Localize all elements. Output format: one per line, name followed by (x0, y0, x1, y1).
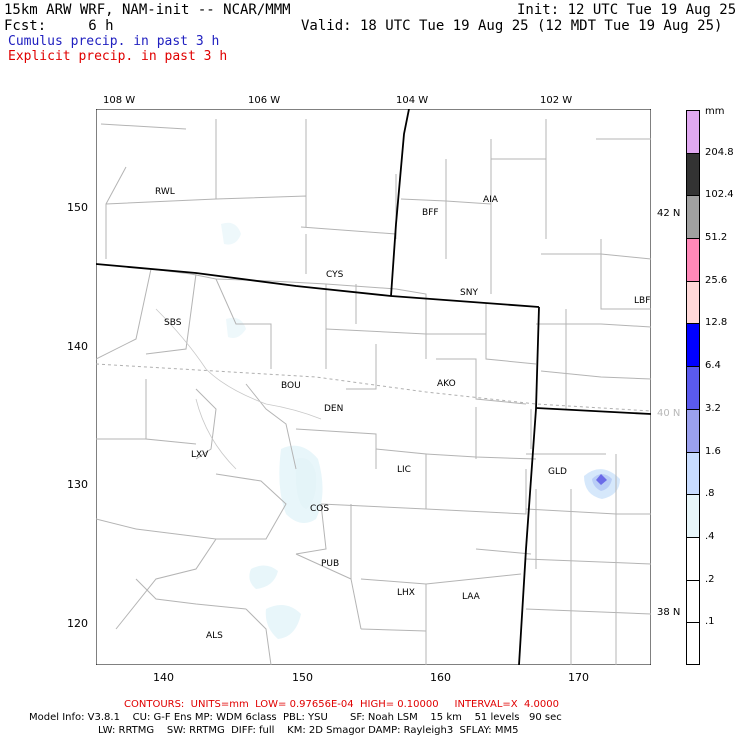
colorbar-cell (686, 238, 700, 281)
colorbar-level-label: 6.4 (705, 360, 721, 372)
colorbar-level-label: 12.8 (705, 317, 728, 329)
colorbar-cell (686, 110, 700, 153)
city-gld: GLD (548, 467, 567, 477)
colorbar-cell (686, 152, 700, 196)
x-tick-140: 140 (153, 671, 174, 684)
colorbar-cell (686, 195, 700, 239)
cumulus-legend: Cumulus precip. in past 3 h (8, 34, 220, 49)
colorbar-level-label: 1.6 (705, 445, 721, 457)
forecast-hour: Fcst: 6 h (4, 18, 114, 34)
lat-label-40n: 40 N (657, 408, 681, 419)
y-tick-130: 130 (67, 478, 88, 491)
colorbar-cell (686, 622, 700, 665)
valid-time: Valid: 18 UTC Tue 19 Aug 25 (12 MDT Tue … (301, 18, 723, 34)
y-tick-150: 150 (67, 201, 88, 214)
city-lxv: LXV (191, 450, 209, 460)
colorbar-cell (686, 408, 700, 452)
city-aia: AIA (483, 195, 498, 205)
colorbar-cell (686, 323, 700, 367)
lat-label-38n: 38 N (657, 607, 681, 618)
city-lhx: LHX (397, 588, 415, 598)
colorbar-level-label: 204.8 (705, 146, 734, 158)
contours-info: CONTOURS: UNITS=mm LOW= 0.97656E-04 HIGH… (124, 699, 559, 710)
county-lines (96, 119, 651, 665)
colorbar-cell (686, 494, 700, 537)
lat-label-42n: 42 N (657, 208, 681, 219)
city-lic: LIC (397, 465, 411, 475)
colorbar-cell (686, 536, 700, 580)
x-tick-150: 150 (292, 671, 313, 684)
city-cys: CYS (326, 270, 344, 280)
colorbar-level-label: .2 (705, 573, 715, 585)
colorbar-cell (686, 366, 700, 409)
colorbar-unit: mm (705, 106, 725, 117)
colorbar-level-label: 51.2 (705, 232, 728, 244)
city-laa: LAA (462, 592, 480, 602)
city-den: DEN (324, 404, 344, 414)
y-tick-140: 140 (67, 340, 88, 353)
colorbar-level-label: 3.2 (705, 402, 721, 414)
city-pub: PUB (321, 559, 340, 569)
x-tick-160: 160 (430, 671, 451, 684)
city-cos: COS (310, 504, 330, 514)
city-ako: AKO (437, 379, 456, 389)
precip-shading (221, 222, 620, 639)
colorbar-level-label: .8 (705, 488, 715, 500)
colorbar-level-label: .4 (705, 530, 715, 542)
x-tick-170: 170 (568, 671, 589, 684)
city-lbf: LBF (634, 296, 651, 306)
colorbar-cell (686, 451, 700, 495)
lon-label-108w: 108 W (103, 95, 136, 106)
explicit-legend: Explicit precip. in past 3 h (8, 49, 228, 64)
city-sbs: SBS (164, 318, 182, 328)
colorbar-cell (686, 280, 700, 324)
precip-map (96, 109, 651, 665)
colorbar-cell (686, 579, 700, 623)
city-rwl: RWL (155, 187, 175, 197)
lon-label-106w: 106 W (248, 95, 281, 106)
lon-label-102w: 102 W (540, 95, 573, 106)
colorbar-level-label: 102.4 (705, 189, 734, 201)
init-time: Init: 12 UTC Tue 19 Aug 25 (517, 2, 737, 18)
city-bff: BFF (422, 208, 439, 218)
city-sny: SNY (460, 288, 478, 298)
colorbar-level-label: 25.6 (705, 274, 728, 286)
model-title: 15km ARW WRF, NAM-init -- NCAR/MMM (4, 2, 291, 18)
state-lines (96, 109, 651, 665)
model-info-1: Model Info: V3.8.1 CU: G-F Ens MP: WDM 6… (29, 712, 562, 723)
y-tick-120: 120 (67, 617, 88, 630)
lon-label-104w: 104 W (396, 95, 429, 106)
city-bou: BOU (281, 381, 301, 391)
city-als: ALS (206, 631, 223, 641)
colorbar-level-label: .1 (705, 616, 715, 628)
model-info-2: LW: RRTMG SW: RRTMG DIFF: full KM: 2D Sm… (98, 725, 519, 736)
